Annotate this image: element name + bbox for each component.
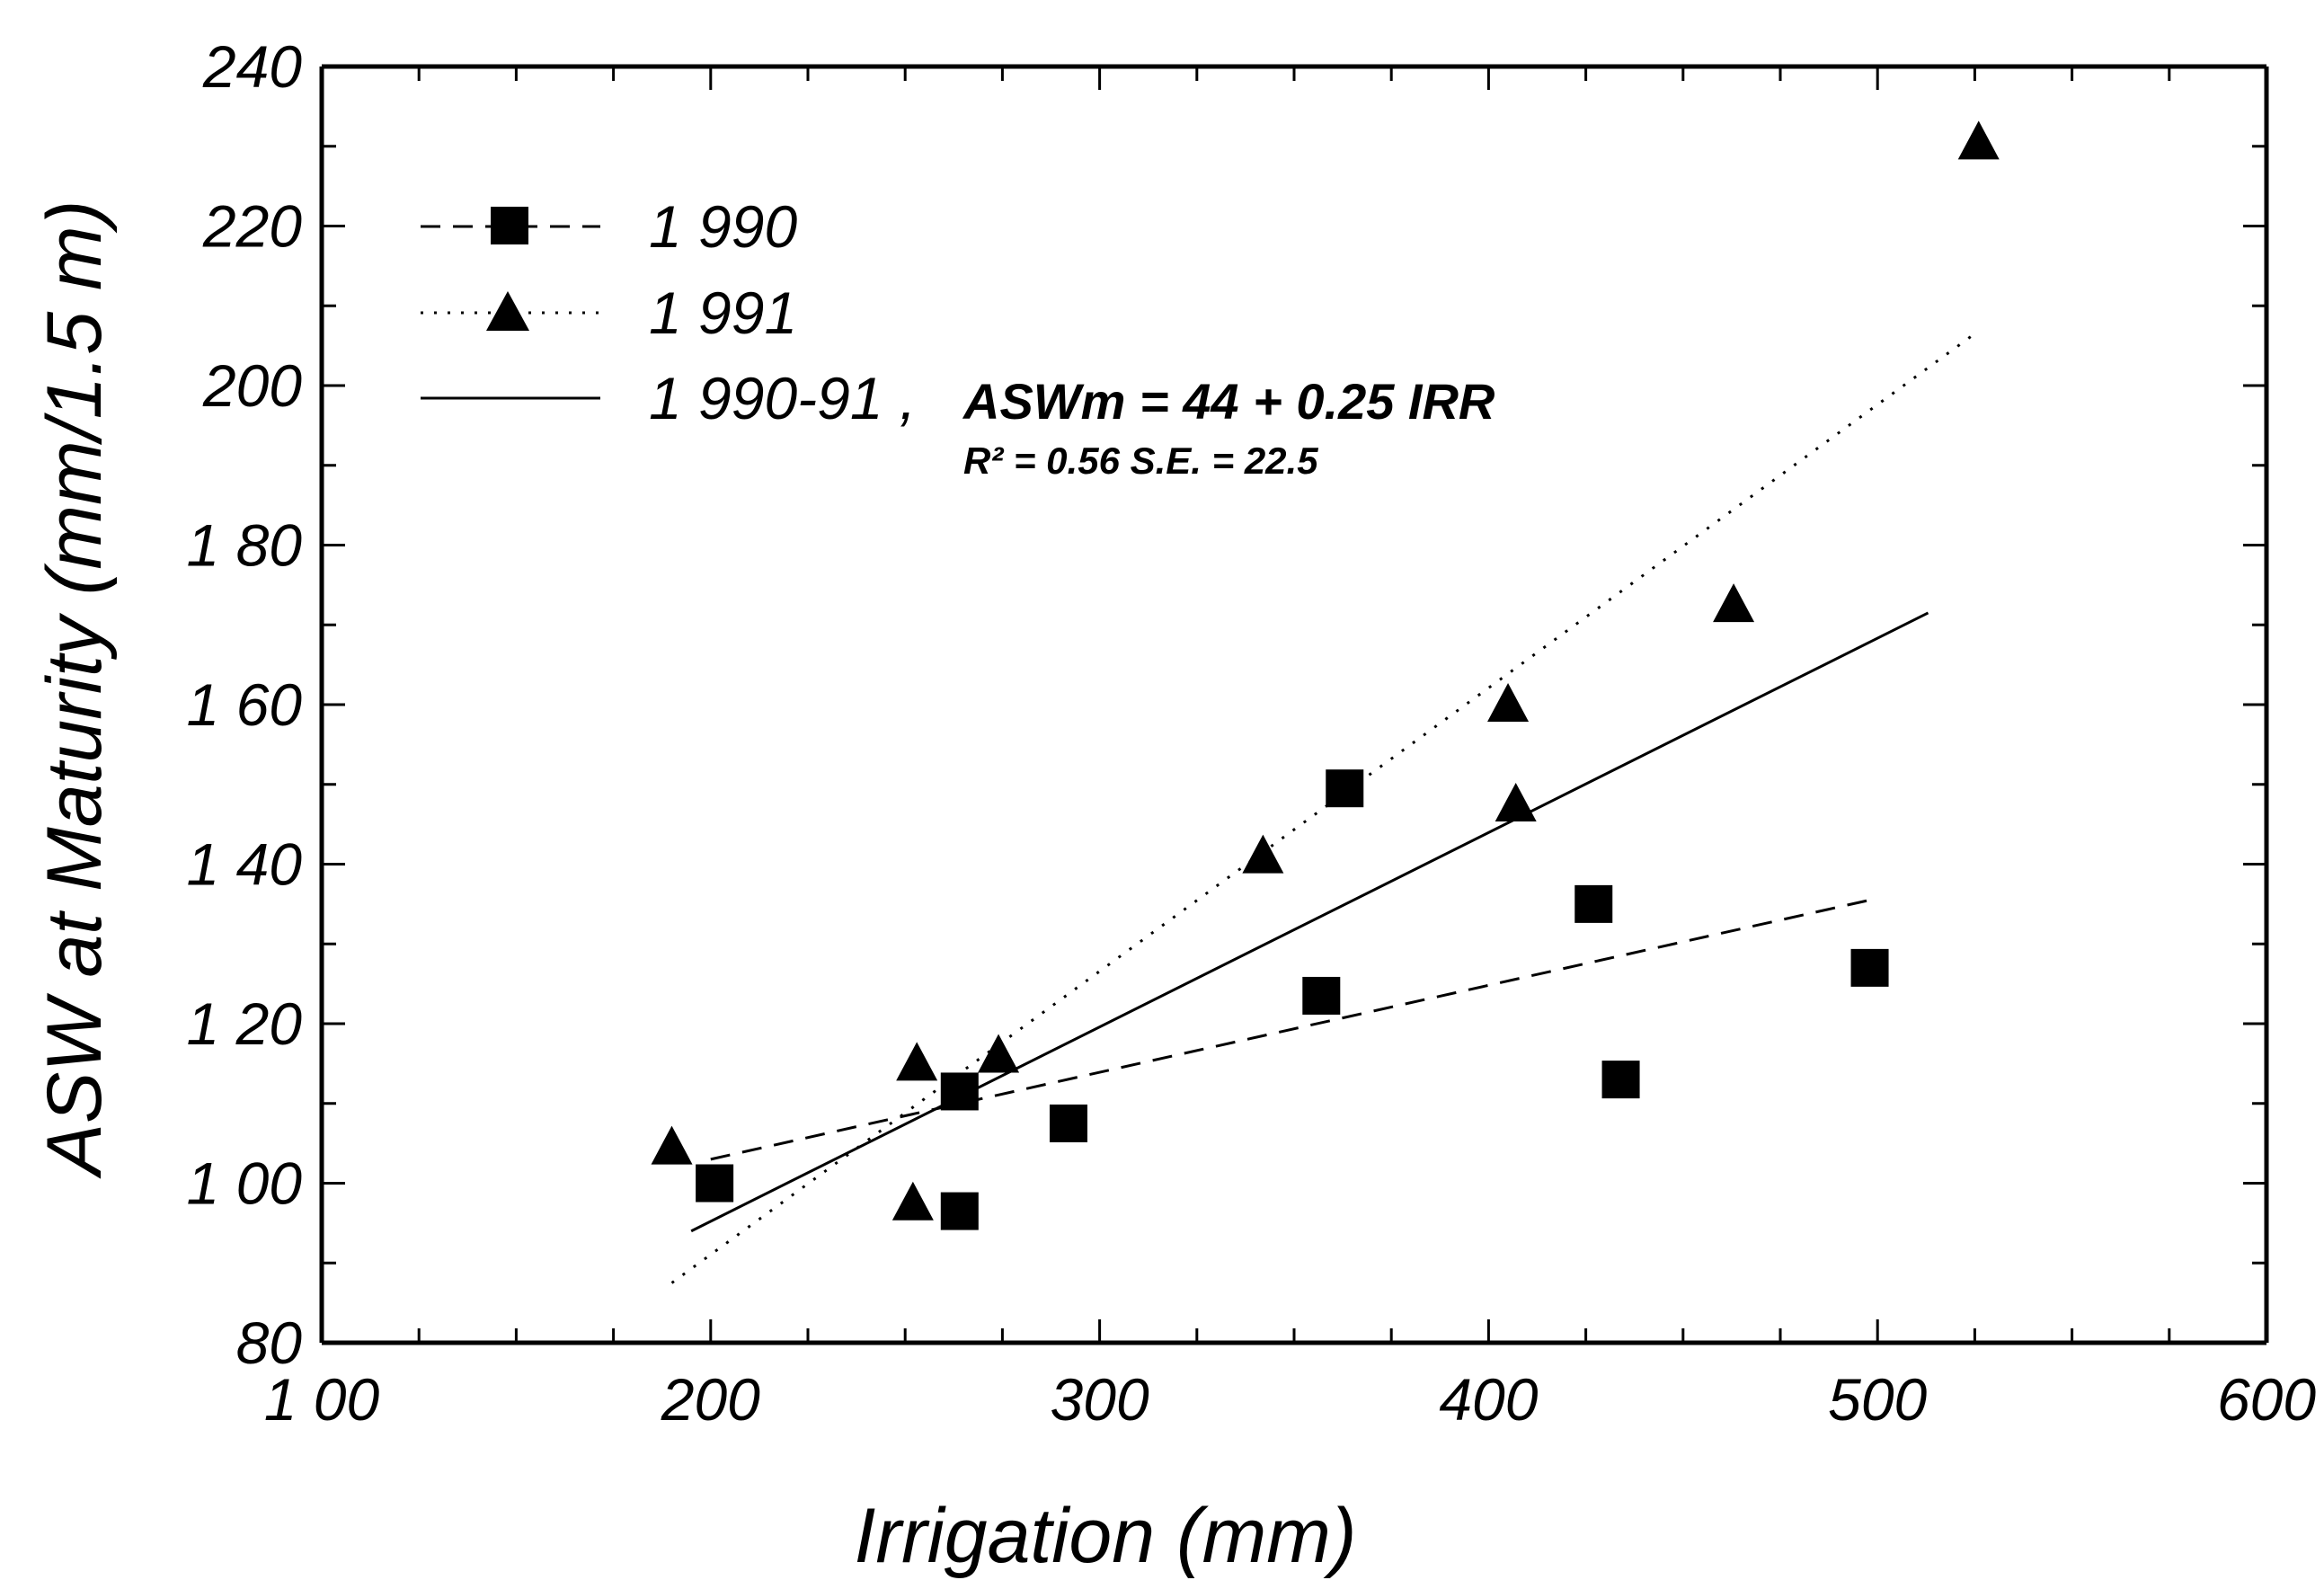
data-point-triangle (651, 1125, 693, 1165)
data-point-triangle (1957, 120, 2000, 160)
data-point-square (1049, 1104, 1087, 1142)
data-point-square (1302, 976, 1341, 1015)
x-tick-label: 300 (1051, 1366, 1149, 1433)
data-point-triangle (978, 1034, 1020, 1073)
data-point-square (940, 1072, 979, 1111)
data-points (651, 120, 2000, 1230)
fit-line-series-2 (690, 611, 1929, 1233)
x-tick-label: 500 (1828, 1366, 1927, 1433)
regression-equation: ASWm = 44 + 0.25 IRR (962, 373, 1495, 430)
fit-line-series-0 (710, 898, 1870, 1161)
data-point-triangle (1242, 834, 1284, 874)
y-tick-label: 1 60 (187, 671, 303, 738)
y-tick-label: 240 (202, 33, 302, 100)
legend-label-1990: 1 990 (649, 193, 797, 260)
x-tick-label: 400 (1439, 1366, 1538, 1433)
axis-ticks (320, 65, 2268, 1345)
y-tick-label: 1 20 (187, 990, 303, 1057)
fit-line-series-1 (670, 333, 1976, 1284)
regression-stats: R² = 0.56 S.E. = 22.5 (963, 439, 1318, 482)
y-tick-label: 80 (236, 1309, 303, 1376)
plot-area (319, 64, 2269, 1345)
legend-marker-square (491, 207, 528, 244)
y-tick-label: 1 00 (187, 1150, 303, 1217)
y-tick-label: 1 80 (187, 512, 303, 579)
x-tick-label: 200 (661, 1366, 760, 1433)
data-point-square (1574, 884, 1613, 923)
data-point-square (1326, 769, 1364, 808)
y-axis-title: ASW at Maturity (mm/1.5 m) (31, 200, 118, 1180)
data-point-triangle (1495, 782, 1537, 821)
legend-label-pooled: 1 990-91 , (649, 365, 916, 431)
data-point-square (940, 1192, 979, 1230)
fit-lines (670, 333, 1976, 1284)
x-axis-title: Irrigation (mm) (854, 1493, 1356, 1579)
y-tick-label: 1 40 (187, 831, 303, 898)
data-point-square (696, 1164, 734, 1203)
data-point-triangle (1487, 683, 1530, 722)
data-point-triangle (1713, 583, 1755, 623)
legend-marker-triangle (486, 291, 529, 331)
legend-label-1991: 1 991 (649, 280, 797, 346)
legend: 1 990 1 991 1 990-91 , ASWm = 44 + 0.25 … (421, 193, 1495, 482)
x-tick-label: 600 (2217, 1366, 2316, 1433)
data-point-triangle (891, 1181, 934, 1221)
y-tick-label: 200 (202, 352, 302, 419)
data-point-square (1850, 948, 1889, 987)
data-point-square (1601, 1061, 1640, 1099)
data-point-triangle (896, 1042, 938, 1081)
x-tick-label: 1 00 (264, 1366, 380, 1433)
y-tick-label: 220 (202, 193, 302, 260)
